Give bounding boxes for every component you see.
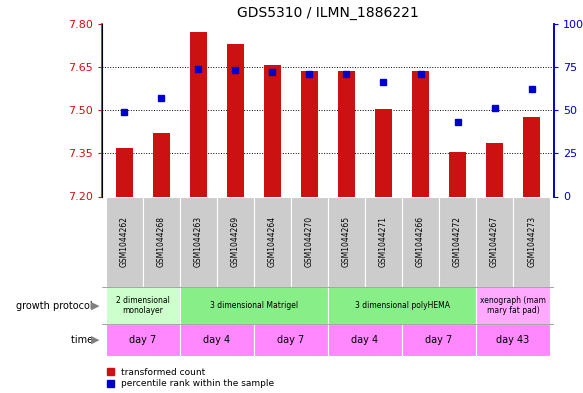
Bar: [254, 196, 291, 287]
Legend: transformed count, percentile rank within the sample: transformed count, percentile rank withi…: [107, 368, 274, 389]
Text: day 7: day 7: [426, 335, 452, 345]
Bar: [291, 196, 328, 287]
Text: GSM1044264: GSM1044264: [268, 216, 277, 267]
Text: GSM1044270: GSM1044270: [305, 216, 314, 267]
Bar: [153, 133, 170, 196]
Text: GSM1044269: GSM1044269: [231, 216, 240, 267]
Bar: [180, 196, 217, 287]
Bar: [513, 196, 550, 287]
Bar: [254, 324, 328, 356]
Bar: [365, 196, 402, 287]
Bar: [375, 108, 392, 196]
Bar: [449, 152, 466, 196]
Bar: [180, 324, 254, 356]
Bar: [301, 71, 318, 196]
Text: GSM1044265: GSM1044265: [342, 216, 351, 267]
Bar: [486, 143, 503, 196]
Text: day 7: day 7: [129, 335, 156, 345]
Text: day 7: day 7: [278, 335, 304, 345]
Text: ▶: ▶: [90, 335, 99, 345]
Bar: [116, 147, 132, 196]
Title: GDS5310 / ILMN_1886221: GDS5310 / ILMN_1886221: [237, 6, 419, 20]
Bar: [439, 196, 476, 287]
Text: 2 dimensional
monolayer: 2 dimensional monolayer: [116, 296, 170, 315]
Bar: [106, 287, 180, 324]
Text: 3 dimensional polyHEMA: 3 dimensional polyHEMA: [354, 301, 449, 310]
Bar: [217, 196, 254, 287]
Bar: [476, 324, 550, 356]
Text: 3 dimensional Matrigel: 3 dimensional Matrigel: [210, 301, 298, 310]
Bar: [476, 196, 513, 287]
Bar: [412, 71, 429, 196]
Bar: [338, 71, 355, 196]
Bar: [328, 324, 402, 356]
Bar: [180, 287, 328, 324]
Text: GSM1044271: GSM1044271: [379, 216, 388, 267]
Text: day 4: day 4: [203, 335, 230, 345]
Text: GSM1044267: GSM1044267: [490, 216, 499, 267]
Bar: [106, 196, 143, 287]
Text: ▶: ▶: [90, 301, 99, 310]
Text: time: time: [71, 335, 96, 345]
Bar: [227, 44, 244, 196]
Text: GSM1044268: GSM1044268: [157, 216, 166, 267]
Bar: [264, 65, 281, 196]
Text: GSM1044262: GSM1044262: [120, 216, 129, 267]
Text: xenograph (mam
mary fat pad): xenograph (mam mary fat pad): [480, 296, 546, 315]
Text: day 4: day 4: [352, 335, 378, 345]
Bar: [328, 196, 365, 287]
Text: GSM1044273: GSM1044273: [527, 216, 536, 267]
Bar: [524, 117, 540, 196]
Text: GSM1044272: GSM1044272: [453, 216, 462, 267]
Bar: [402, 324, 476, 356]
Bar: [402, 196, 439, 287]
Bar: [328, 287, 476, 324]
Bar: [143, 196, 180, 287]
Text: GSM1044263: GSM1044263: [194, 216, 203, 267]
Text: growth protocol: growth protocol: [16, 301, 96, 310]
Bar: [190, 32, 206, 196]
Text: day 43: day 43: [497, 335, 530, 345]
Bar: [476, 287, 550, 324]
Text: GSM1044266: GSM1044266: [416, 216, 425, 267]
Bar: [106, 324, 180, 356]
